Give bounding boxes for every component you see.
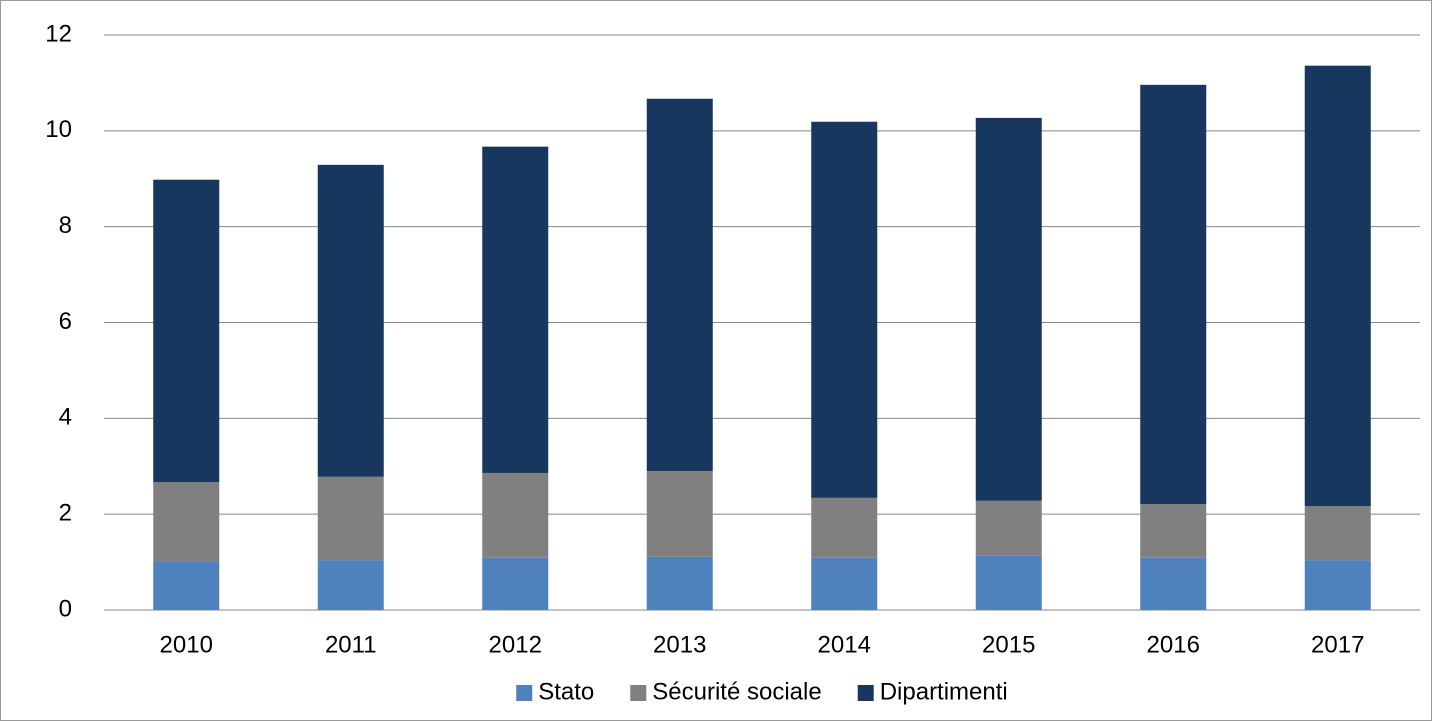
bar-segment	[811, 557, 878, 610]
bar-segment	[646, 556, 713, 610]
bar-segment	[811, 121, 878, 498]
x-tick-label: 2013	[653, 631, 706, 658]
y-tick-label: 4	[59, 404, 72, 431]
bar-segment	[811, 497, 878, 558]
bar-segment	[317, 164, 384, 477]
bar-segment	[482, 146, 549, 473]
x-tick-label: 2012	[489, 631, 542, 658]
y-tick-label: 12	[45, 20, 72, 47]
x-tick-label: 2017	[1311, 631, 1364, 658]
bar-segment	[482, 557, 549, 610]
bar-segment	[975, 117, 1042, 501]
bar-segment	[317, 476, 384, 561]
bar-segment	[153, 561, 220, 610]
bar-segment	[153, 179, 220, 483]
bar-segment	[1304, 506, 1371, 561]
x-tick-label: 2015	[982, 631, 1035, 658]
bar-segment	[646, 98, 713, 472]
bar-segment	[1304, 65, 1371, 507]
x-tick-label: 2016	[1147, 631, 1200, 658]
bar-segment	[482, 472, 549, 558]
bar-segment	[1304, 560, 1371, 610]
bar-segment	[1140, 557, 1207, 610]
y-tick-label: 10	[45, 116, 72, 143]
y-tick-label: 0	[59, 595, 72, 622]
legend-label: Sécurité sociale	[652, 678, 821, 705]
x-tick-label: 2010	[160, 631, 213, 658]
legend-swatch	[857, 685, 874, 701]
legend-label: Stato	[538, 678, 594, 705]
x-tick-label: 2014	[818, 631, 871, 658]
x-tick-label: 2011	[325, 631, 377, 658]
bar-segment	[975, 500, 1042, 556]
bar-segment	[153, 482, 220, 562]
bar-segment	[975, 555, 1042, 610]
y-tick-label: 8	[59, 212, 72, 239]
bar-segment	[1140, 84, 1207, 505]
y-tick-label: 6	[59, 308, 72, 335]
bar-segment	[317, 560, 384, 610]
legend-label: Dipartimenti	[880, 678, 1008, 705]
bar-segment	[1140, 504, 1207, 558]
legend-swatch	[516, 685, 533, 701]
y-tick-label: 2	[59, 500, 72, 527]
bar-segment	[646, 471, 713, 557]
legend-swatch	[630, 685, 647, 701]
